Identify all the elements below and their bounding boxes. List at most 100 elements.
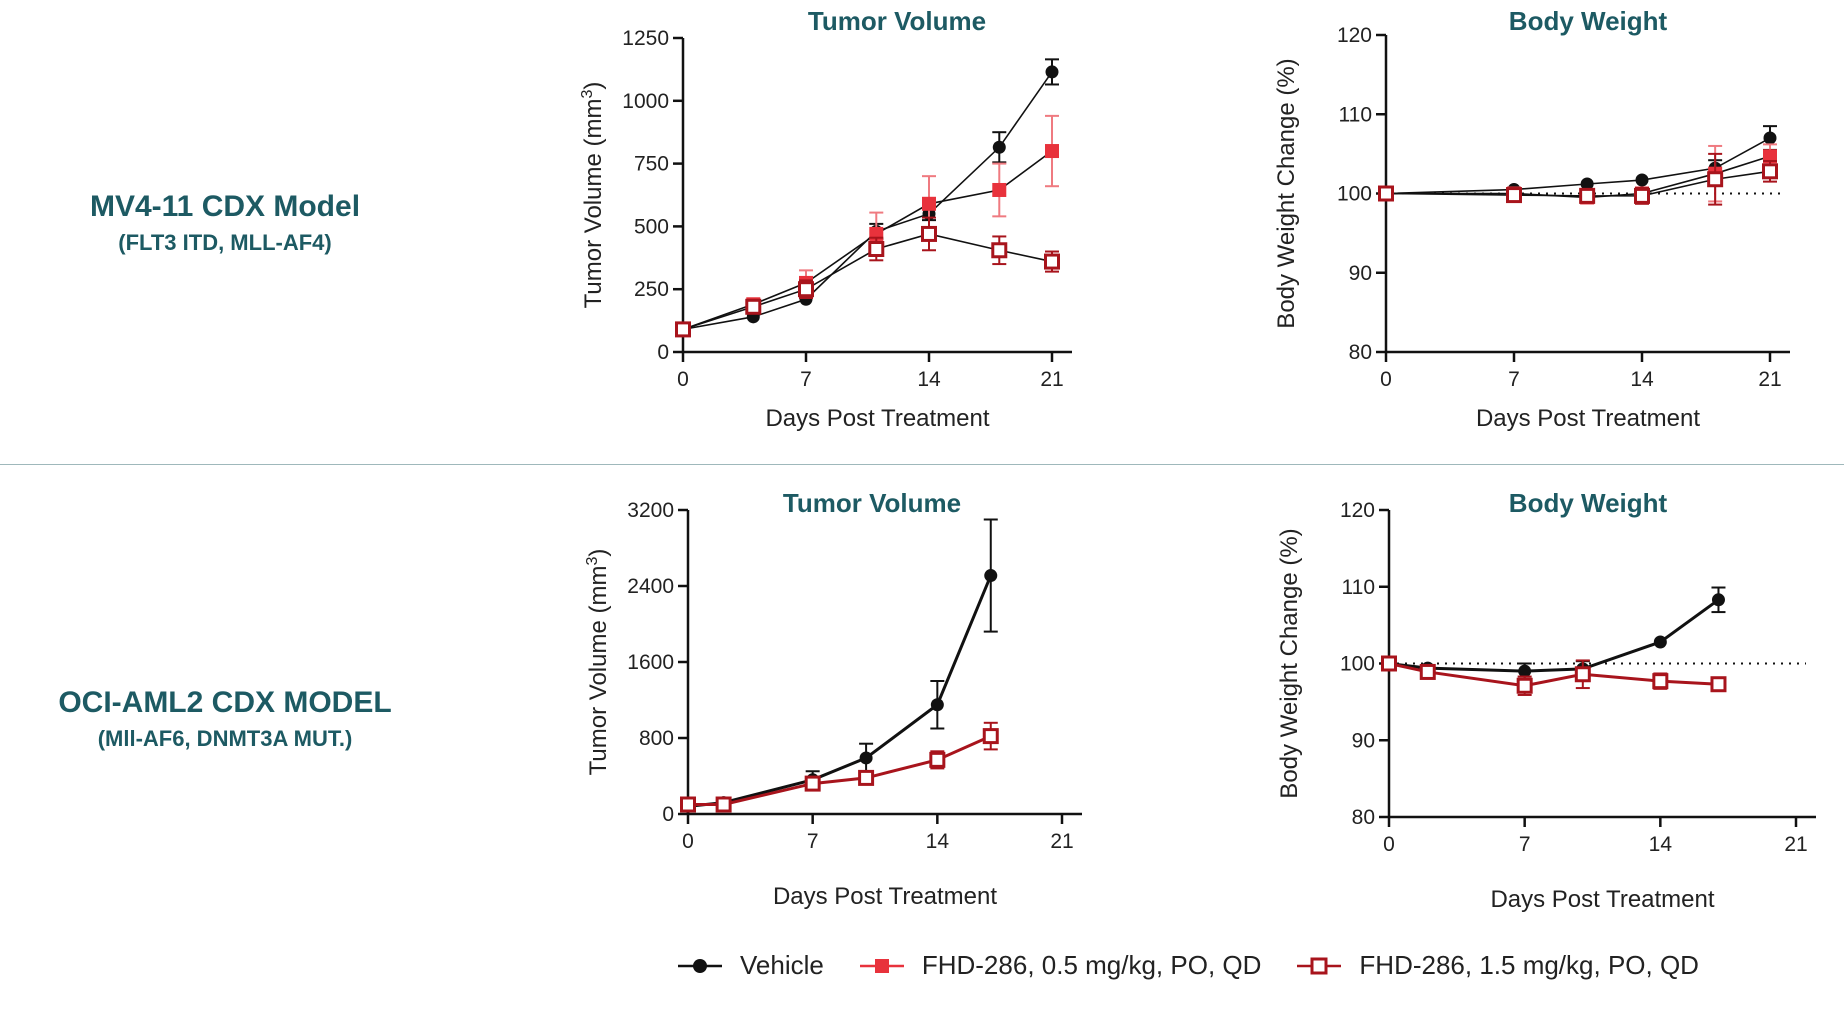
data-point (922, 197, 936, 211)
data-point (1518, 679, 1531, 692)
data-point (1421, 665, 1434, 678)
x-tick-label: 14 (917, 368, 941, 391)
y-tick-label: 250 (634, 278, 669, 301)
y-axis-label: Tumor Volume (mm3) (579, 82, 607, 309)
x-tick-label: 21 (1758, 368, 1781, 391)
y-tick-label: 110 (1339, 103, 1372, 126)
y-tick-label: 110 (1342, 576, 1375, 599)
series-line (683, 72, 1052, 329)
y-tick-label: 3200 (627, 499, 674, 522)
data-point (992, 183, 1006, 197)
data-point (1764, 132, 1777, 145)
series-vehicle (1380, 126, 1778, 200)
y-tick-label: 90 (1352, 729, 1375, 752)
chart-title: Tumor Volume (808, 6, 986, 36)
charts-canvas: Tumor Volume0250500750100012500 7 14 21Days… (0, 0, 1844, 1010)
data-point (923, 227, 936, 240)
x-tick-label: 7 (800, 368, 812, 391)
y-tick-label: 750 (634, 153, 669, 176)
data-point (860, 771, 873, 784)
series-vehicle (682, 520, 998, 813)
x-tick-label: 7 (807, 830, 819, 853)
x-tick-label: 0 (1383, 833, 1395, 856)
data-point (984, 569, 997, 582)
chart-3: Tumor Volume08001600240032000 7 14 21Days P… (584, 488, 1082, 910)
y-tick-label: 0 (662, 803, 674, 826)
open-square-marker-icon (1295, 956, 1343, 976)
chart-2: Body Weight 80 90 100 110 120 0 7 14 21 Days Post … (1273, 6, 1790, 432)
chart-title: Body Weight (1509, 6, 1668, 36)
series-fhd-286-1-5-mg-kg-po-qd (677, 218, 1060, 336)
data-point (1576, 668, 1589, 681)
data-point (993, 141, 1006, 154)
x-tick-label: 14 (1630, 368, 1654, 391)
series-vehicle (677, 59, 1060, 336)
data-point (931, 753, 944, 766)
data-point (717, 798, 730, 811)
data-point (1380, 187, 1393, 200)
x-tick-label: 21 (1040, 368, 1063, 391)
data-point (1045, 144, 1059, 158)
y-tick-label: 100 (1340, 653, 1375, 676)
data-point (860, 751, 873, 764)
x-tick-label: 14 (926, 830, 950, 853)
legend-label: Vehicle (740, 950, 824, 981)
data-point (677, 323, 690, 336)
y-tick-label: 0 (657, 341, 669, 364)
data-point (931, 698, 944, 711)
y-tick-label: 120 (1337, 24, 1372, 47)
data-point (806, 777, 819, 790)
data-point (1654, 636, 1667, 649)
x-axis-label: Days Post Treatment (773, 883, 997, 910)
legend-item-low-dose: FHD-286, 0.5 mg/kg, PO, QD (858, 950, 1262, 981)
legend: Vehicle FHD-286, 0.5 mg/kg, PO, QD FHD-2… (676, 950, 1733, 981)
data-point (984, 730, 997, 743)
x-tick-label: 21 (1050, 830, 1073, 853)
x-axis-label: Days Post Treatment (765, 405, 989, 432)
data-point (1712, 678, 1725, 691)
x-tick-label: 0 (677, 368, 689, 391)
data-point (747, 300, 760, 313)
x-axis-label: Days Post Treatment (1476, 405, 1700, 432)
y-tick-label: 500 (634, 215, 669, 238)
legend-item-high-dose: FHD-286, 1.5 mg/kg, PO, QD (1295, 950, 1699, 981)
x-tick-label: 0 (1380, 368, 1392, 391)
data-point (682, 798, 695, 811)
data-point (1636, 189, 1649, 202)
data-point (1046, 255, 1059, 268)
x-tick-label: 7 (1519, 833, 1531, 856)
y-tick-label: 800 (639, 727, 674, 750)
legend-label: FHD-286, 0.5 mg/kg, PO, QD (922, 950, 1262, 981)
y-tick-label: 80 (1349, 341, 1372, 364)
data-point (1764, 165, 1777, 178)
y-tick-label: 2400 (627, 575, 674, 598)
data-point (1383, 657, 1396, 670)
x-axis-label: Days Post Treatment (1490, 886, 1714, 913)
x-tick-label: 21 (1784, 833, 1807, 856)
data-point (1046, 65, 1059, 78)
y-axis-label: Body Weight Change (%) (1276, 528, 1303, 798)
y-tick-label: 100 (1337, 183, 1372, 206)
data-point (1581, 189, 1594, 202)
series-fhd-286-1-5-mg-kg-po-qd (1383, 657, 1726, 695)
data-point (1636, 174, 1649, 187)
filled-circle-marker-icon (676, 956, 724, 976)
chart-title: Tumor Volume (783, 488, 961, 518)
series-line (688, 576, 991, 807)
y-tick-label: 1600 (627, 651, 674, 674)
chart-4: Body Weight 80 90 100 110 120 0 7 14 21 Days Post … (1276, 488, 1816, 913)
y-tick-label: 1250 (622, 27, 669, 50)
data-point (993, 244, 1006, 257)
legend-item-vehicle: Vehicle (676, 950, 824, 981)
data-point (1712, 593, 1725, 606)
chart-title: Body Weight (1509, 488, 1668, 518)
data-point (1508, 189, 1521, 202)
series-line (1389, 600, 1718, 671)
legend-label: FHD-286, 1.5 mg/kg, PO, QD (1359, 950, 1699, 981)
y-tick-label: 90 (1349, 262, 1372, 285)
data-point (870, 243, 883, 256)
filled-square-marker-icon (858, 956, 906, 976)
x-tick-label: 14 (1649, 833, 1673, 856)
y-tick-label: 80 (1352, 806, 1375, 829)
series-line (683, 151, 1052, 329)
